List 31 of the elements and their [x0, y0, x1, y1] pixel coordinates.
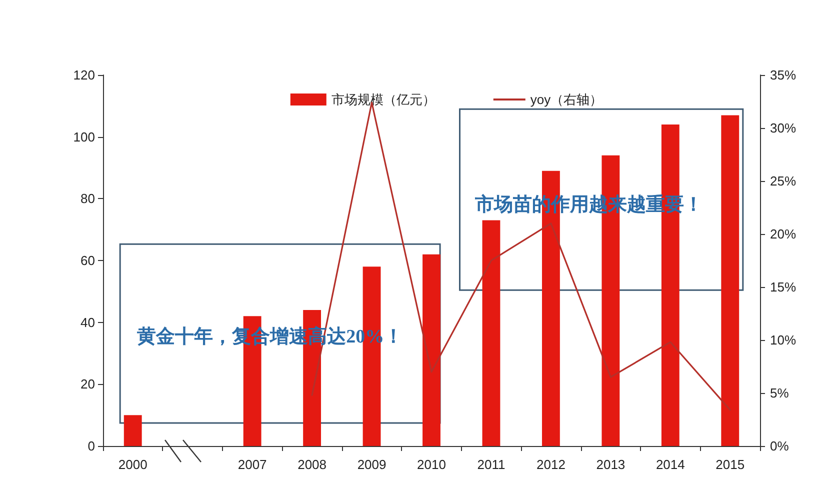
- y-tick-label: 0: [88, 438, 95, 454]
- y-tick-label: 20: [80, 376, 95, 392]
- y2-tick-label: 25%: [770, 174, 796, 188]
- x-tick-label: 2012: [536, 457, 566, 472]
- bar: [422, 254, 440, 446]
- y2-tick-label: 35%: [770, 68, 796, 82]
- y-tick-label: 40: [80, 314, 95, 330]
- x-tick-label: 2008: [298, 457, 327, 472]
- x-tick-label: 2009: [357, 457, 386, 472]
- y2-tick-label: 20%: [770, 226, 796, 242]
- legend-label: yoy（右轴）: [530, 92, 603, 107]
- x-tick-label: 2007: [238, 457, 267, 472]
- x-tick-label: 2000: [118, 457, 148, 472]
- bar: [124, 415, 142, 446]
- y2-tick-label: 15%: [770, 280, 796, 294]
- y-tick-label: 80: [80, 191, 95, 206]
- x-tick-label: 2014: [656, 457, 685, 472]
- x-tick-label: 2010: [417, 457, 446, 472]
- y2-tick-label: 10%: [770, 332, 796, 348]
- y2-tick-label: 0%: [770, 438, 790, 454]
- y2-tick-label: 30%: [770, 120, 796, 136]
- legend-label: 市场规模（亿元）: [331, 92, 436, 107]
- x-tick-label: 2015: [716, 457, 745, 472]
- y2-tick-label: 5%: [770, 386, 790, 400]
- x-tick-label: 2013: [596, 457, 626, 472]
- bar: [482, 220, 500, 446]
- y-tick-label: 60: [80, 253, 95, 268]
- x-tick-label: 2011: [477, 457, 506, 472]
- y-tick-label: 100: [73, 129, 95, 144]
- bar: [721, 115, 740, 446]
- y-tick-label: 120: [73, 68, 95, 82]
